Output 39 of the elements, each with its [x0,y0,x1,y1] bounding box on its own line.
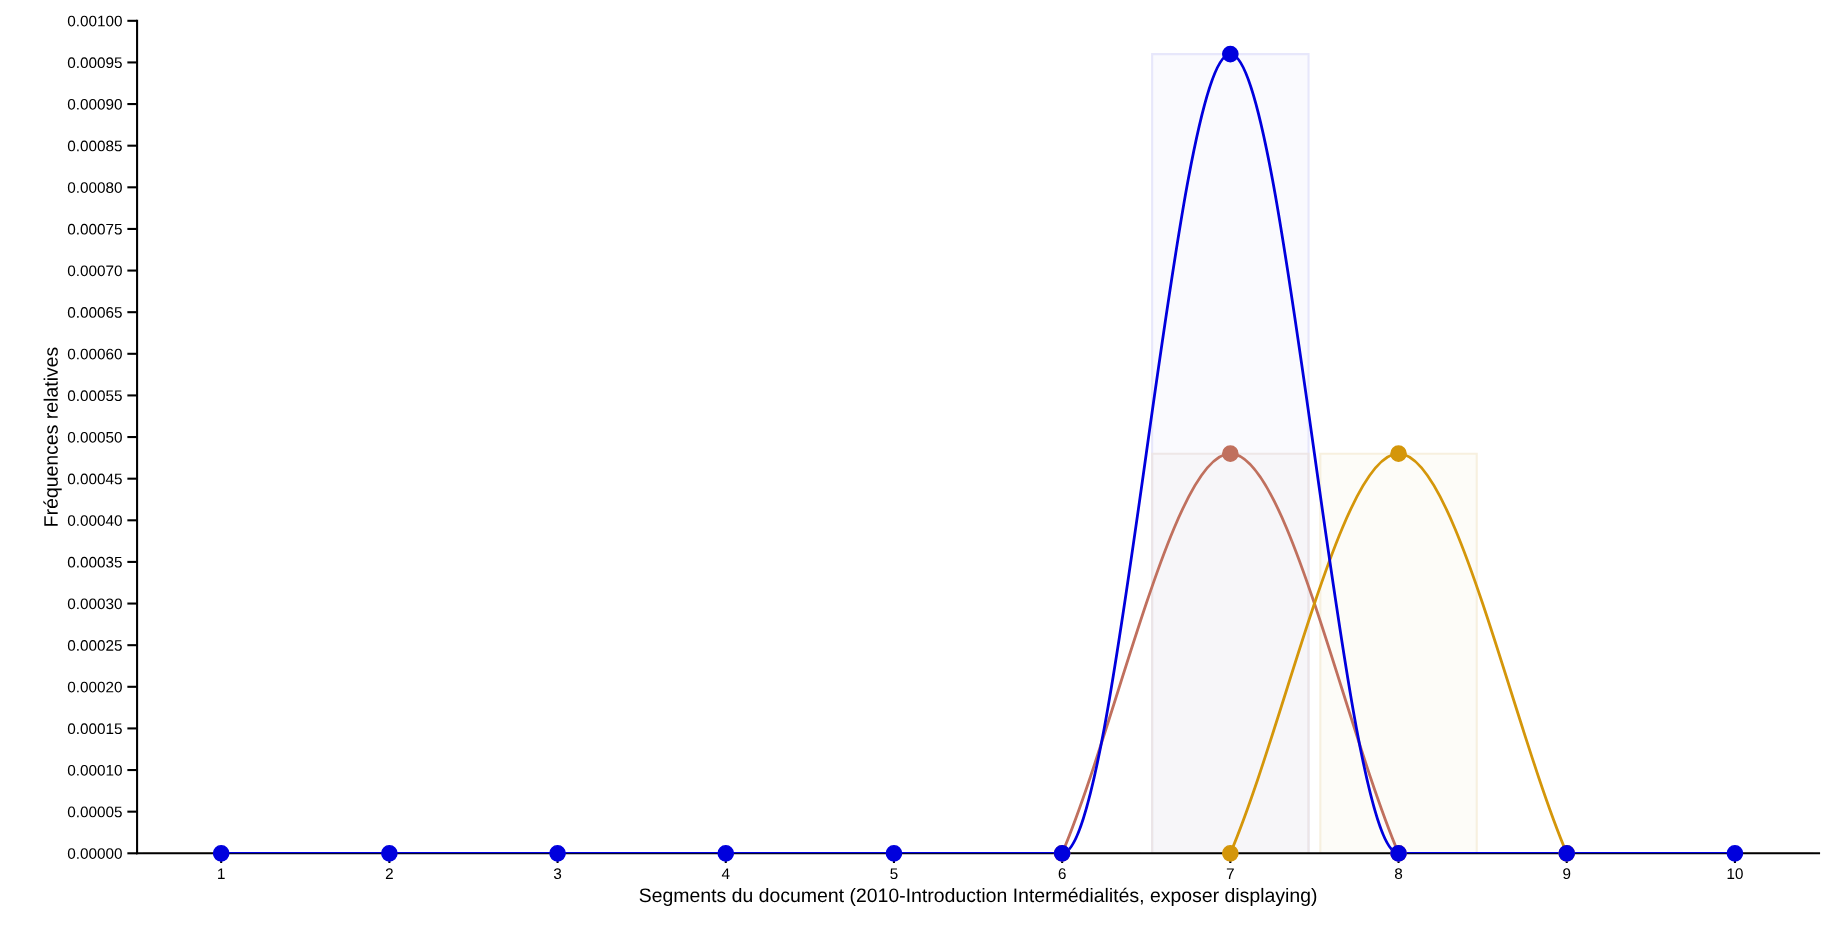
point [717,844,735,862]
x-tick-label: 1 [218,868,225,879]
y-tick-label: 0.00000 [67,848,122,859]
y-tick-label: 0.00040 [67,515,122,526]
x-tick-label: 6 [1058,868,1066,880]
x-tick-label: 4 [721,868,730,879]
x-tick-label: 3 [553,868,562,880]
y-axis-title: Fréquences relatives [43,347,62,526]
y-tick-label: 0.00020 [67,681,122,693]
x-tick-label: 8 [1394,868,1403,880]
y-tick-label: 0.00050 [67,431,122,443]
y-tick-label: 0.00075 [67,223,122,235]
x-tick-label: 9 [1563,868,1571,880]
y-tick-label: 0.00015 [67,723,122,735]
point [212,844,230,862]
y-tick-label: 0.00095 [67,57,122,69]
x-tick-label: 2 [385,868,393,879]
x-axis-title: Segments du document (2010-Introduction Intermédialités, exposer displaying) [639,887,1317,907]
x-tick-label: 7 [1226,868,1234,879]
y-tick-label: 0.00045 [67,473,122,485]
y-tick-label: 0.00065 [67,307,122,318]
point [549,844,566,862]
point [1726,844,1744,862]
y-tick-label: 0.00060 [67,348,122,360]
y-tick-label: 0.00100 [67,15,122,27]
y-tick-label: 0.00005 [67,806,122,818]
point [381,844,398,862]
y-tick-label: 0.00070 [67,265,122,277]
x-tick-label: 5 [890,868,898,880]
y-tick-label: 0.00025 [67,640,122,651]
y-tick-label: 0.00085 [67,140,122,152]
y-tick-label: 0.00035 [67,556,122,568]
y-tick-label: 0.00010 [67,764,122,776]
y-tick-label: 0.00055 [67,390,122,402]
y-tick-label: 0.00080 [67,182,122,193]
y-tick-label: 0.00030 [67,598,122,610]
y-tick-label: 0.00090 [67,98,122,110]
point [885,844,903,862]
x-tick-label: 10 [1727,868,1743,880]
